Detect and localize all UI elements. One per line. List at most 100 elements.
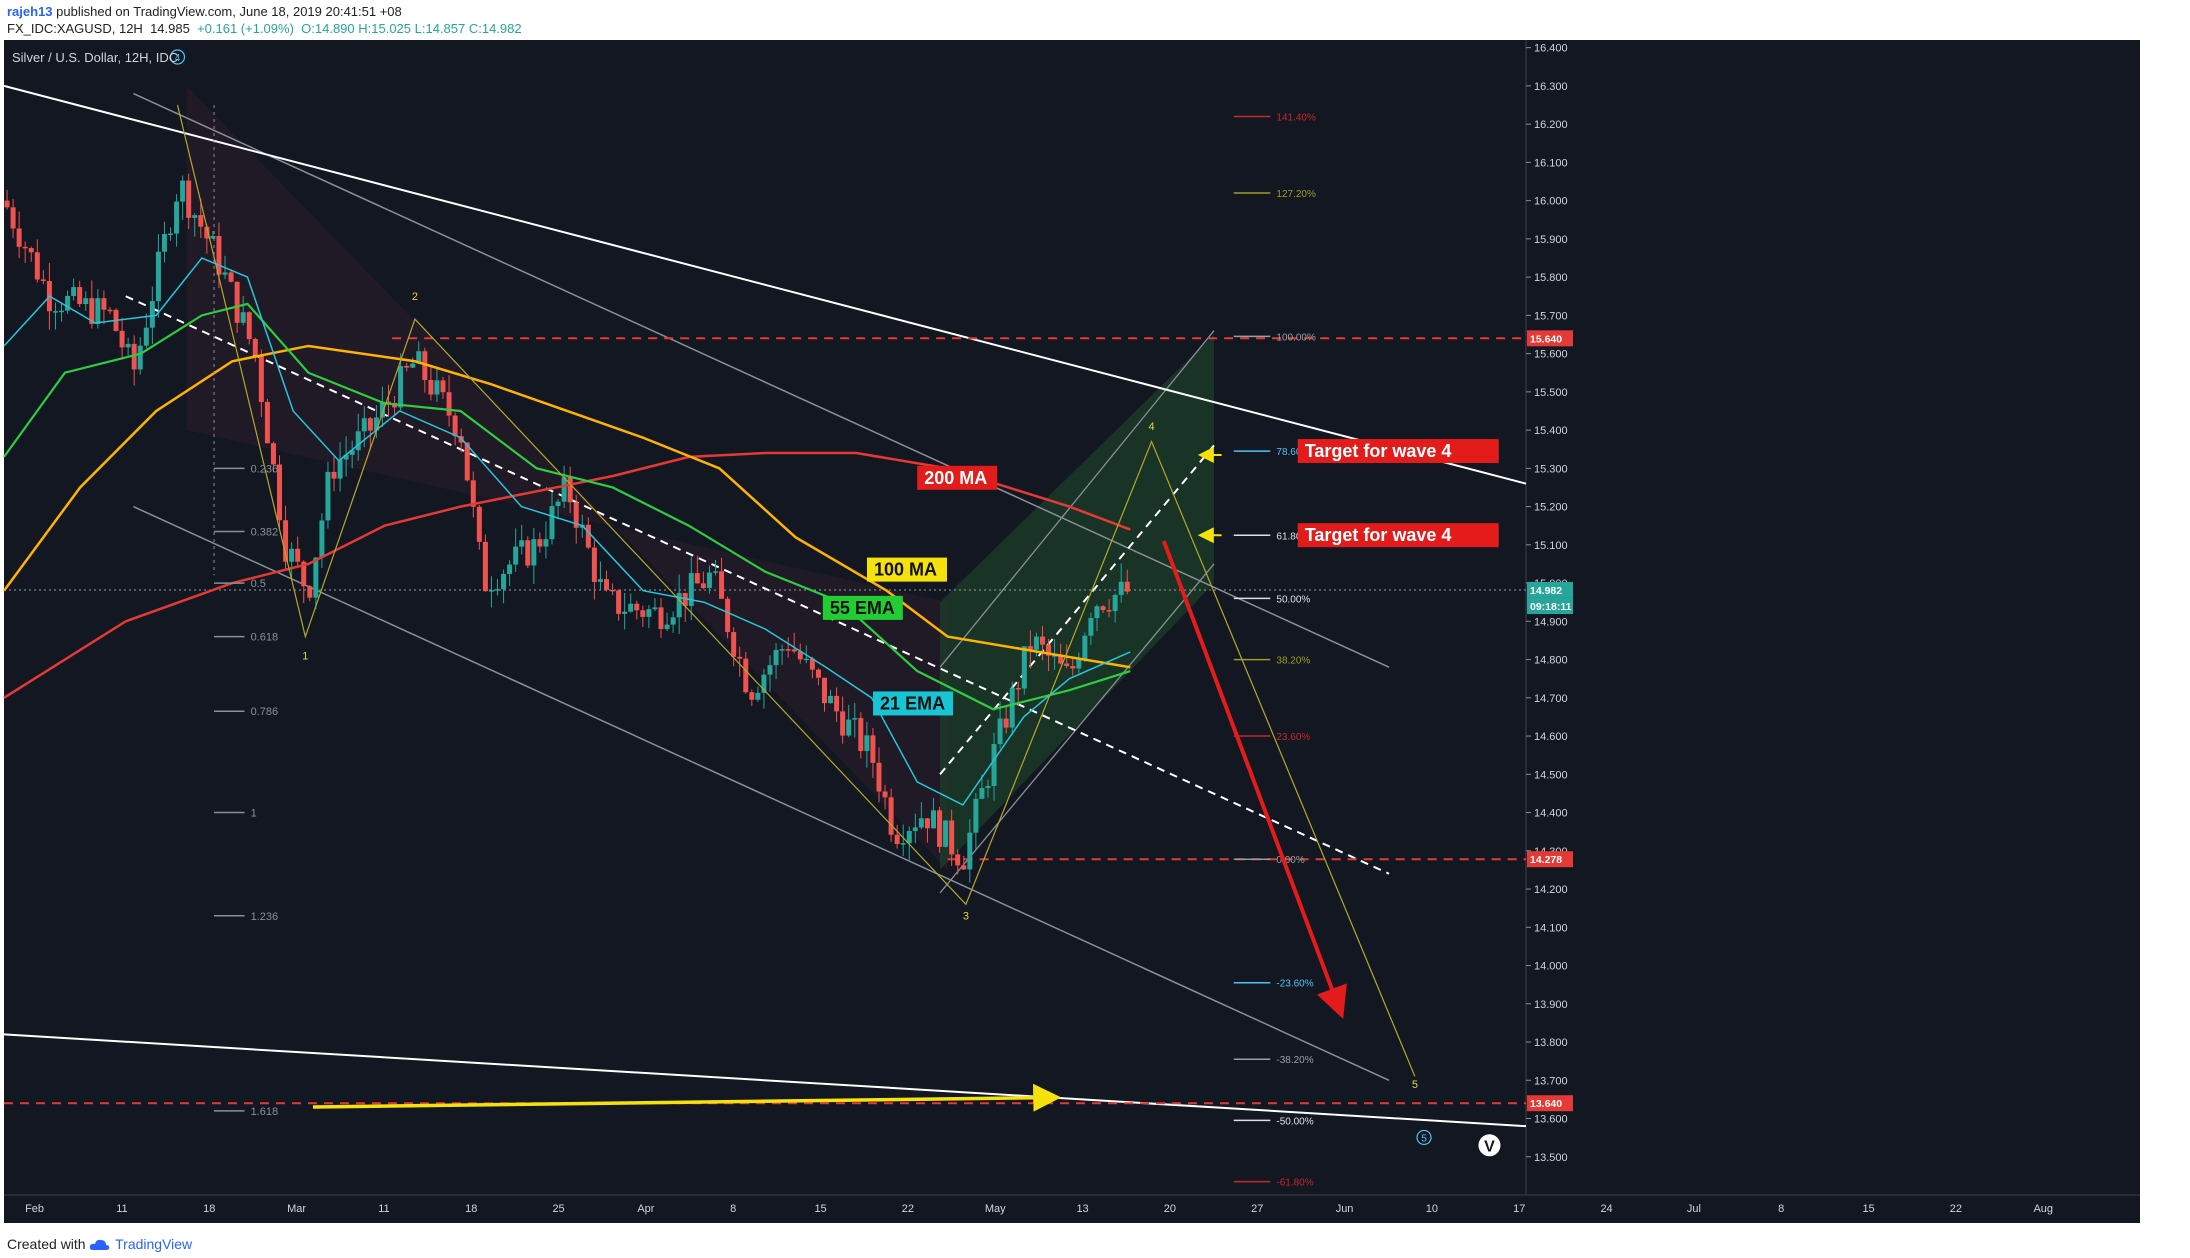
candle-body (731, 632, 737, 657)
candle-body (440, 380, 446, 393)
candle-body (930, 810, 936, 829)
candle-body (289, 548, 295, 562)
candle-body (549, 506, 555, 540)
candle-body (652, 607, 658, 610)
annotation-box (1297, 523, 1499, 548)
candle-body (16, 228, 22, 247)
annotation-box (873, 691, 954, 716)
candle-body (803, 658, 809, 661)
y-tick-label: 14.000 (1534, 961, 1568, 973)
candle-body (1082, 635, 1088, 660)
ohlc-values: O:14.890 H:15.025 L:14.857 C:14.982 (301, 21, 522, 36)
fib-left-label: 1.236 (251, 911, 279, 923)
candle-body (525, 540, 531, 566)
y-tick-label: 15.600 (1534, 349, 1568, 361)
wave-circle (169, 49, 186, 65)
candle-body (367, 418, 373, 431)
candle-body (234, 281, 240, 323)
candle-body (597, 579, 603, 582)
candle-body (446, 392, 452, 416)
candle-body (107, 309, 113, 312)
candle-body (616, 590, 622, 614)
candle-body (797, 651, 803, 660)
published-text: published on TradingView.com, June 18, 2… (52, 4, 402, 19)
time-axis-background (4, 1195, 2140, 1223)
candle-body (416, 351, 422, 364)
y-tick-label: 15.100 (1534, 540, 1568, 552)
candle-body (10, 207, 16, 229)
candle-body (337, 459, 343, 479)
candle-body (955, 854, 961, 866)
candle-body (640, 610, 646, 617)
annotation-text: 55 EMA (830, 598, 895, 618)
y-tick-label: 15.300 (1534, 463, 1568, 475)
price-chart[interactable]: 16.400 16.300 16.200 16.100 16.000 15.900 15.8… (0, 40, 2190, 1224)
candle-body (495, 589, 501, 591)
x-tick-label: 13 (1076, 1203, 1088, 1215)
candle-body (712, 571, 718, 573)
annotation-label: Target for wave 4 (1297, 439, 1499, 464)
candle-body (34, 252, 40, 280)
candle-body (828, 695, 834, 704)
annotation-text: Target for wave 4 (1305, 525, 1452, 545)
candle-body (83, 298, 89, 305)
candle-body (967, 832, 973, 870)
fib-left-label: 0.5 (251, 578, 266, 590)
author-link[interactable]: rajeh13 (7, 4, 53, 19)
annotation-box (917, 465, 998, 490)
price-axis-background (1526, 40, 2140, 1195)
x-tick-label: May (985, 1203, 1006, 1215)
candle-body (785, 649, 791, 651)
candle-body (307, 586, 313, 598)
wave-label: 4 (175, 53, 181, 64)
candle-body (531, 539, 537, 566)
candle-body (1058, 655, 1064, 664)
price-tag-label: 14.982 (1530, 585, 1562, 597)
candle-body (404, 365, 410, 368)
candle-body (228, 272, 234, 282)
candle-body (973, 798, 979, 833)
y-tick-label: 13.800 (1534, 1037, 1568, 1049)
candle-body (682, 592, 688, 606)
yellow-horizontal-arrow (312, 1083, 1062, 1112)
y-tick-label: 13.500 (1534, 1152, 1568, 1164)
tradingview-brand[interactable]: TradingView (115, 1236, 193, 1252)
candle-body (622, 611, 628, 614)
candle-body (295, 548, 301, 562)
candle-body (725, 598, 731, 633)
candle-body (573, 502, 579, 528)
candle-body (95, 298, 101, 324)
fib-left-label: 1.618 (251, 1106, 279, 1118)
candle-body (634, 603, 640, 611)
candle-body (1088, 618, 1094, 636)
y-tick-label: 15.800 (1534, 272, 1568, 284)
y-tick-label: 14.400 (1534, 808, 1568, 820)
price-tag (1527, 581, 1573, 598)
y-tick-label: 14.900 (1534, 616, 1568, 628)
y-tick-label: 13.700 (1534, 1075, 1568, 1087)
candle-body (961, 865, 967, 870)
candle-body (1124, 581, 1130, 592)
candle-body (543, 539, 549, 547)
candle-body (313, 557, 319, 598)
annotation-label: 200 MA (917, 465, 998, 490)
x-tick-label: 15 (814, 1203, 826, 1215)
candle-body (567, 477, 573, 503)
y-tick-label: 15.500 (1534, 387, 1568, 399)
candle-body (379, 401, 385, 418)
candle-body (755, 692, 761, 700)
candle-body (40, 279, 46, 281)
wave-label: 3 (963, 911, 969, 923)
candle-body (428, 380, 434, 395)
candle-body (452, 415, 458, 437)
candle-body (119, 330, 125, 348)
price-tag-label: 13.640 (1530, 1098, 1562, 1110)
candle-body (761, 674, 767, 693)
candle-body (386, 401, 392, 404)
created-with-text: Created with (7, 1236, 86, 1252)
candle-body (670, 617, 676, 625)
candle-body (991, 744, 997, 786)
price-tag-label: 15.640 (1530, 333, 1562, 345)
x-tick-label: 25 (552, 1203, 564, 1215)
candle-body (204, 226, 210, 239)
